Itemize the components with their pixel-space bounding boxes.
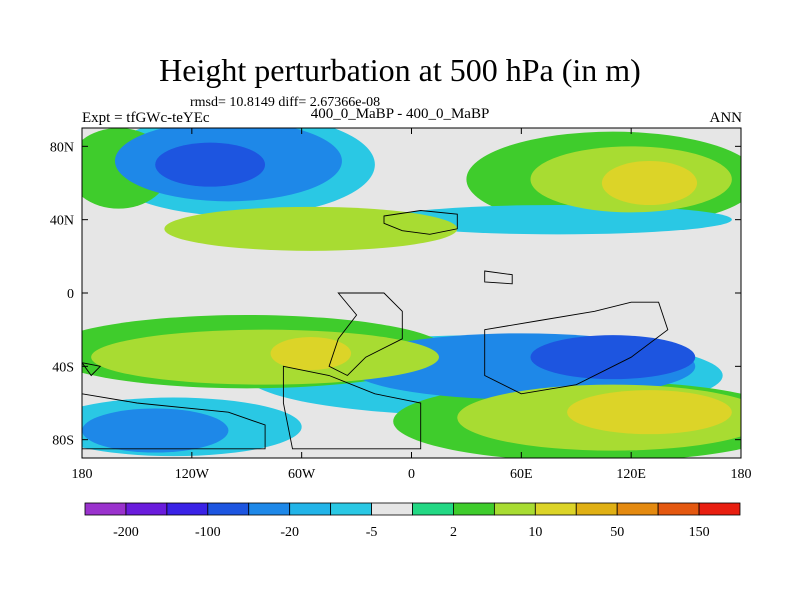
colorbar-label-6: 50 [610,525,624,540]
contour-region-16 [567,390,732,435]
coastline-3 [484,301,669,395]
coastline-2 [282,365,422,450]
x-tick-label-2: 60W [288,467,316,482]
colorbar-swatch-11 [534,502,577,516]
contour-region-19 [270,337,352,370]
coastline-4 [82,393,266,450]
experiment-label: Expt = tfGWc-teYEc [82,110,210,126]
y-tick-label-0: 80N [50,140,74,155]
y-tick-label-1: 40N [50,214,74,229]
colorbar-swatch-13 [616,502,659,516]
x-tick-label-3: 0 [408,467,415,482]
colorbar-swatch-14 [657,502,700,516]
x-tick-label-4: 60E [510,467,533,482]
comparison-label: 400_0_MaBP - 400_0_MaBP [310,106,490,122]
y-tick-label-2: 0 [67,287,74,302]
stats-text: rmsd= 10.8149 diff= 2.67366e-08 [190,95,381,110]
colorbar-label-7: 150 [689,525,710,540]
contour-region-13 [164,206,458,251]
colorbar-swatch-15 [698,502,741,516]
colorbar-swatch-1 [125,502,168,516]
contour-region-17 [155,142,266,187]
colorbar-swatch-4 [248,502,291,516]
colorbar-swatch-8 [412,502,454,516]
colorbar-swatch-12 [575,502,618,516]
colorbar-swatch-5 [289,502,332,516]
chart-title: Height perturbation at 500 hPa (in m) [159,52,641,88]
season-label: ANN [709,110,743,126]
x-tick-label-1: 120W [175,467,210,482]
x-tick-label-6: 180 [731,467,752,482]
coastline-5 [82,362,102,377]
x-tick-label-0: 180 [72,467,93,482]
colorbar-swatch-3 [207,502,250,516]
colorbar-label-2: -20 [280,525,299,540]
colorbar-swatch-10 [493,502,536,516]
colorbar-swatch-2 [166,502,209,516]
contour-region-14 [82,408,229,453]
contour-region-6 [384,205,732,235]
x-tick-label-5: 120E [616,467,646,482]
y-tick-label-3: 40S [52,360,74,375]
colorbar-label-0: -200 [113,525,139,540]
colorbar-label-3: -5 [366,525,378,540]
colorbar-swatch-6 [330,502,372,516]
coastline-0 [383,210,458,235]
colorbar-swatch-9 [453,502,495,516]
coastline-1 [328,292,403,377]
colorbar-swatch-7 [371,502,413,516]
colorbar-swatch-0 [84,502,127,516]
coastline-6 [484,270,513,285]
y-tick-label-4: 80S [52,434,74,449]
colorbar-label-5: 10 [528,525,542,540]
colorbar-label-4: 2 [450,525,457,540]
contour-region-18 [601,161,698,205]
contour-region-15 [530,335,696,380]
colorbar-label-1: -100 [195,525,221,540]
contour-region-10 [91,329,439,385]
